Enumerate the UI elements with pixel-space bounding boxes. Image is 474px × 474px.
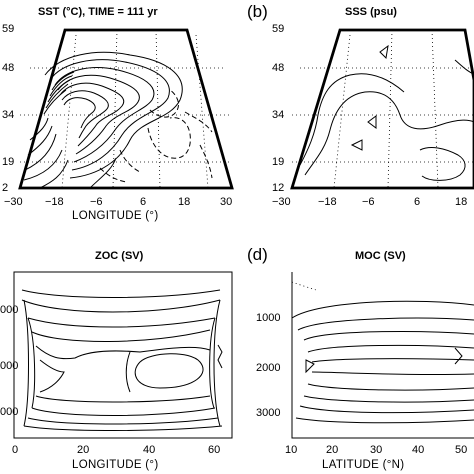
panel-a-xtick-m6: −6	[90, 196, 103, 208]
panel-b-ytick-19: 19	[272, 156, 285, 168]
panel-a-ytick-59: 59	[2, 23, 15, 35]
panel-b-ytick-59: 59	[272, 23, 285, 35]
panel-a-xlabel: LONGITUDE (°)	[72, 210, 159, 222]
panel-b-letter: (b)	[247, 2, 268, 21]
panel-c-xtick-60: 60	[208, 444, 221, 456]
panel-a-xtick-m30: −30	[4, 196, 23, 208]
panel-c-ytick-3000: 000	[0, 406, 19, 418]
panel-d-xlabel: LATITUDE (°N)	[322, 459, 405, 471]
panel-b-xtick-18: 18	[455, 196, 468, 208]
panel-a-xtick-30: 30	[220, 196, 233, 208]
panel-c-xtick-20: 20	[77, 444, 90, 456]
panel-b-ytick-12: 12	[272, 182, 285, 194]
panel-a-xtick-6: 6	[140, 196, 147, 208]
panel-a-ytick-48: 48	[2, 62, 15, 74]
panel-d-letter: (d)	[247, 245, 268, 264]
panel-d-xtick-50: 50	[455, 444, 468, 456]
panel-b-title: SSS (psu)	[345, 6, 397, 18]
panel-b-xtick-m30: −30	[272, 196, 291, 208]
panel-a-ytick-2: 2	[2, 182, 9, 194]
panel-a-ytick-34: 34	[2, 109, 15, 121]
panel-c-xtick-0: 0	[12, 444, 19, 456]
panel-b-xtick-6: 6	[414, 196, 421, 208]
panel-a-xtick-18: 18	[178, 196, 191, 208]
panel-b-xtick-m6: −6	[362, 196, 375, 208]
panel-d-xtick-10: 10	[285, 444, 298, 456]
panel-d-title: MOC (SV)	[355, 250, 406, 262]
panel-c-ytick-2000: 000	[0, 360, 19, 372]
panel-b-ytick-48: 48	[272, 62, 285, 74]
panel-b-ytick-34: 34	[272, 109, 285, 121]
panel-a-xtick-m18: −18	[45, 196, 64, 208]
panel-c-xtick-40: 40	[143, 444, 156, 456]
panel-d-xtick-20: 20	[326, 444, 339, 456]
panel-d-xtick-40: 40	[412, 444, 425, 456]
panel-a-ytick-19: 19	[2, 156, 15, 168]
panel-c-xlabel: LONGITUDE (°)	[72, 459, 159, 471]
panel-d-ytick-2000: 2000	[256, 362, 281, 374]
panel-d-ytick-1000: 1000	[256, 312, 281, 324]
panel-c-ytick-1000: 000	[0, 304, 19, 316]
panel-b-xtick-m18: −18	[318, 196, 337, 208]
panel-d-xtick-30: 30	[370, 444, 383, 456]
panel-a-title: SST (°C), TIME = 111 yr	[38, 6, 158, 18]
panel-d-ytick-3000: 3000	[256, 407, 281, 419]
panel-c-title: ZOC (SV)	[95, 250, 144, 262]
